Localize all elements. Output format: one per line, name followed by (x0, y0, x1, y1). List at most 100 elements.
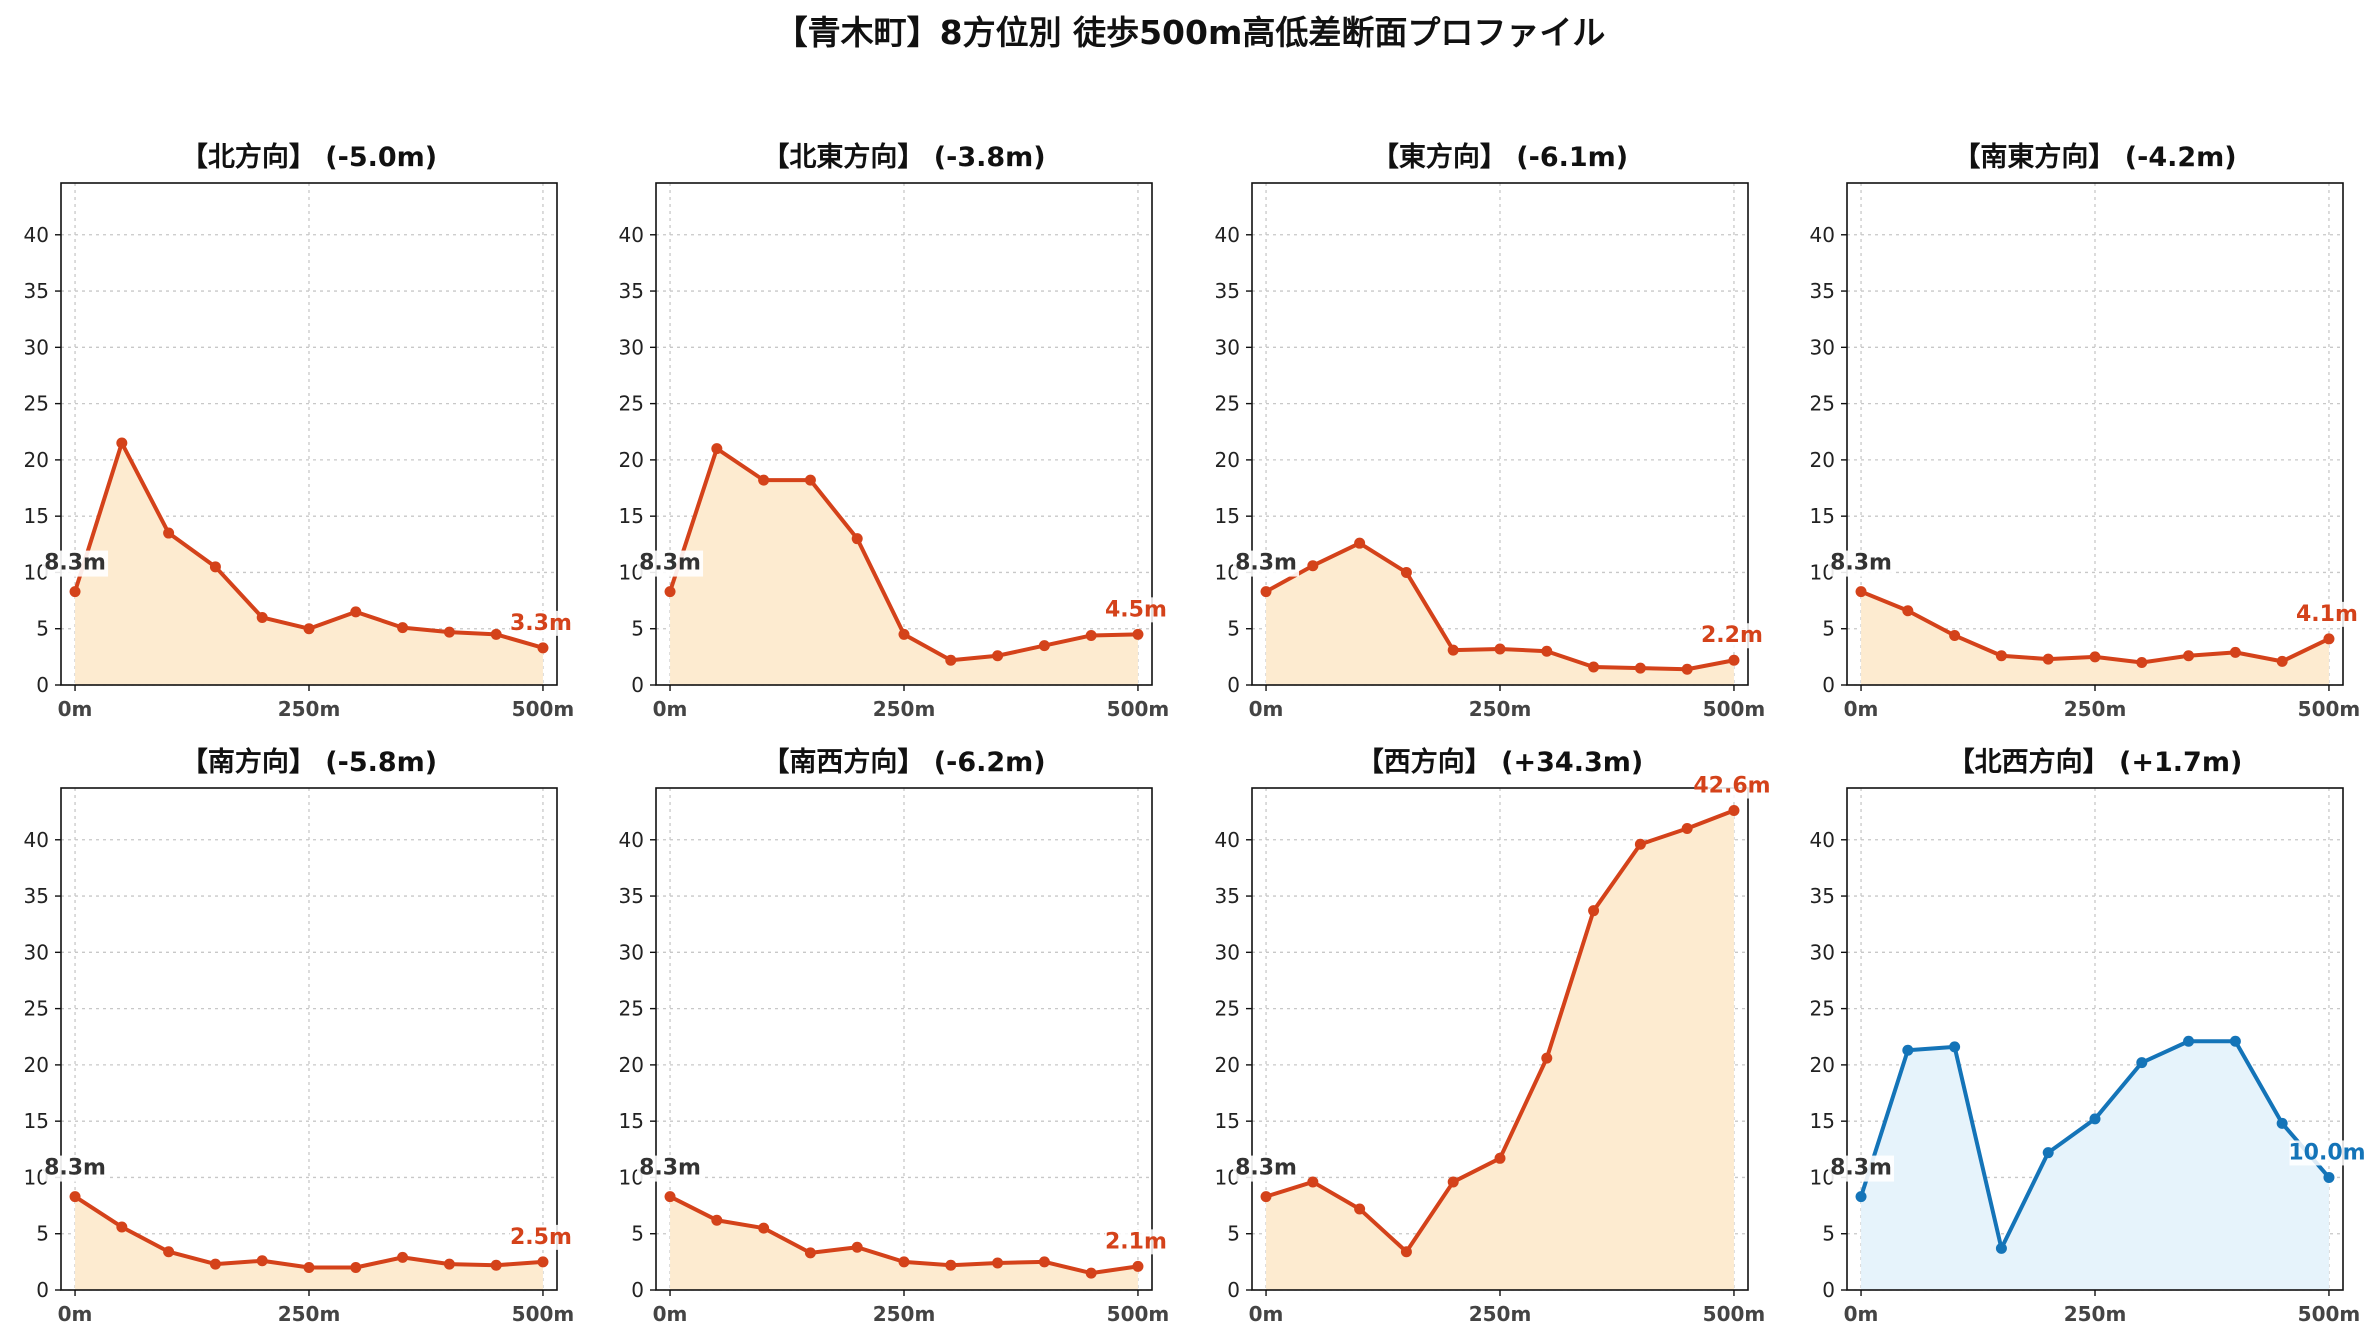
y-tick-label: 40 (1810, 223, 1835, 247)
data-point (537, 642, 549, 654)
y-tick-label: 35 (619, 279, 644, 303)
data-point (69, 586, 81, 598)
data-point (1588, 661, 1600, 673)
data-point (443, 1258, 455, 1270)
x-tick-label: 250m (873, 697, 936, 721)
start-label-bg (1828, 550, 1895, 577)
x-tick-label: 250m (2064, 1302, 2127, 1326)
data-point (1260, 586, 1272, 598)
end-label-bg (1700, 623, 1763, 649)
data-point (992, 650, 1004, 662)
data-point (1855, 586, 1867, 598)
y-tick-label: 20 (619, 448, 644, 472)
y-tick-label: 5 (631, 617, 644, 641)
y-tick-label: 30 (24, 335, 49, 359)
x-tick-label: 500m (512, 697, 575, 721)
end-value-label: 4.5m (1105, 597, 1167, 622)
end-label-bg (1104, 1229, 1167, 1255)
end-value-label: 4.1m (2296, 602, 2358, 627)
y-tick-label: 5 (1822, 617, 1835, 641)
panel-title: 【南西方向】 (-6.2m) (762, 746, 1045, 778)
end-label-bg (509, 610, 572, 636)
y-tick-label: 15 (1810, 504, 1835, 528)
data-point (1400, 566, 1412, 578)
x-tick-label: 0m (1249, 1302, 1284, 1326)
data-point (1132, 1260, 1144, 1272)
y-tick-label: 40 (1810, 828, 1835, 852)
data-point (1307, 560, 1319, 572)
data-point (1085, 629, 1097, 641)
start-label-bg (42, 1155, 109, 1182)
area-fill (75, 443, 543, 685)
area-fill (75, 1196, 543, 1290)
start-label-bg (1828, 1155, 1895, 1182)
panel-title: 【北方向】 (-5.0m) (181, 141, 437, 173)
data-point (537, 1256, 549, 1268)
start-label-bg (1233, 1155, 1300, 1182)
end-value-label: 2.1m (1105, 1229, 1167, 1254)
y-tick-label: 35 (24, 279, 49, 303)
y-tick-label: 5 (36, 1222, 49, 1246)
data-point (1541, 1052, 1553, 1064)
y-tick-label: 20 (1810, 448, 1835, 472)
data-point (2089, 651, 2101, 663)
data-point (711, 1214, 723, 1226)
y-tick-label: 30 (1810, 940, 1835, 964)
panel-title: 【東方向】 (-6.1m) (1372, 141, 1628, 173)
x-tick-label: 500m (2298, 1302, 2361, 1326)
data-point (2323, 1171, 2335, 1183)
area-fill (1861, 591, 2329, 685)
y-tick-label: 35 (1810, 884, 1835, 908)
y-tick-label: 35 (1215, 884, 1240, 908)
y-tick-label: 30 (619, 335, 644, 359)
panel-title: 【南東方向】 (-4.2m) (1953, 141, 2236, 173)
data-point (209, 1258, 221, 1270)
data-point (1634, 662, 1646, 674)
y-tick-label: 15 (24, 504, 49, 528)
axes-frame (1846, 182, 2344, 686)
data-point (945, 1259, 957, 1271)
data-point (2136, 1057, 2148, 1069)
data-point (664, 586, 676, 598)
data-point (116, 437, 128, 449)
y-tick-label: 40 (1215, 223, 1240, 247)
panel-title: 【北東方向】 (-3.8m) (762, 141, 1045, 173)
end-label-bg (509, 1224, 572, 1250)
data-point (898, 1256, 910, 1268)
data-point (758, 1222, 770, 1234)
data-point (2229, 646, 2241, 658)
x-tick-label: 0m (1844, 697, 1879, 721)
start-value-label: 8.3m (639, 1156, 701, 1181)
data-point (163, 527, 175, 539)
y-tick-label: 25 (619, 392, 644, 416)
data-point (1728, 805, 1740, 817)
end-label-bg (2289, 1140, 2365, 1166)
y-tick-label: 25 (619, 997, 644, 1021)
data-point (1949, 1041, 1961, 1053)
data-point (1995, 1242, 2007, 1254)
data-point (303, 1261, 315, 1273)
start-value-label: 8.3m (44, 551, 106, 576)
x-tick-label: 250m (278, 697, 341, 721)
data-point (397, 1251, 409, 1263)
data-point (1541, 645, 1553, 657)
x-tick-label: 250m (873, 1302, 936, 1326)
y-tick-label: 30 (1810, 335, 1835, 359)
y-tick-label: 35 (1215, 279, 1240, 303)
y-tick-label: 30 (24, 940, 49, 964)
y-tick-label: 15 (1215, 1109, 1240, 1133)
end-value-label: 42.6m (1693, 774, 1770, 799)
y-tick-label: 5 (1822, 1222, 1835, 1246)
end-value-label: 3.3m (510, 611, 572, 636)
panel-title: 【西方向】 (+34.3m) (1357, 746, 1643, 778)
y-tick-label: 25 (1810, 997, 1835, 1021)
data-point (1400, 1246, 1412, 1258)
data-point (350, 606, 362, 618)
start-value-label: 8.3m (639, 551, 701, 576)
data-point (1949, 629, 1961, 641)
y-tick-label: 20 (619, 1053, 644, 1077)
start-label-bg (637, 550, 704, 577)
